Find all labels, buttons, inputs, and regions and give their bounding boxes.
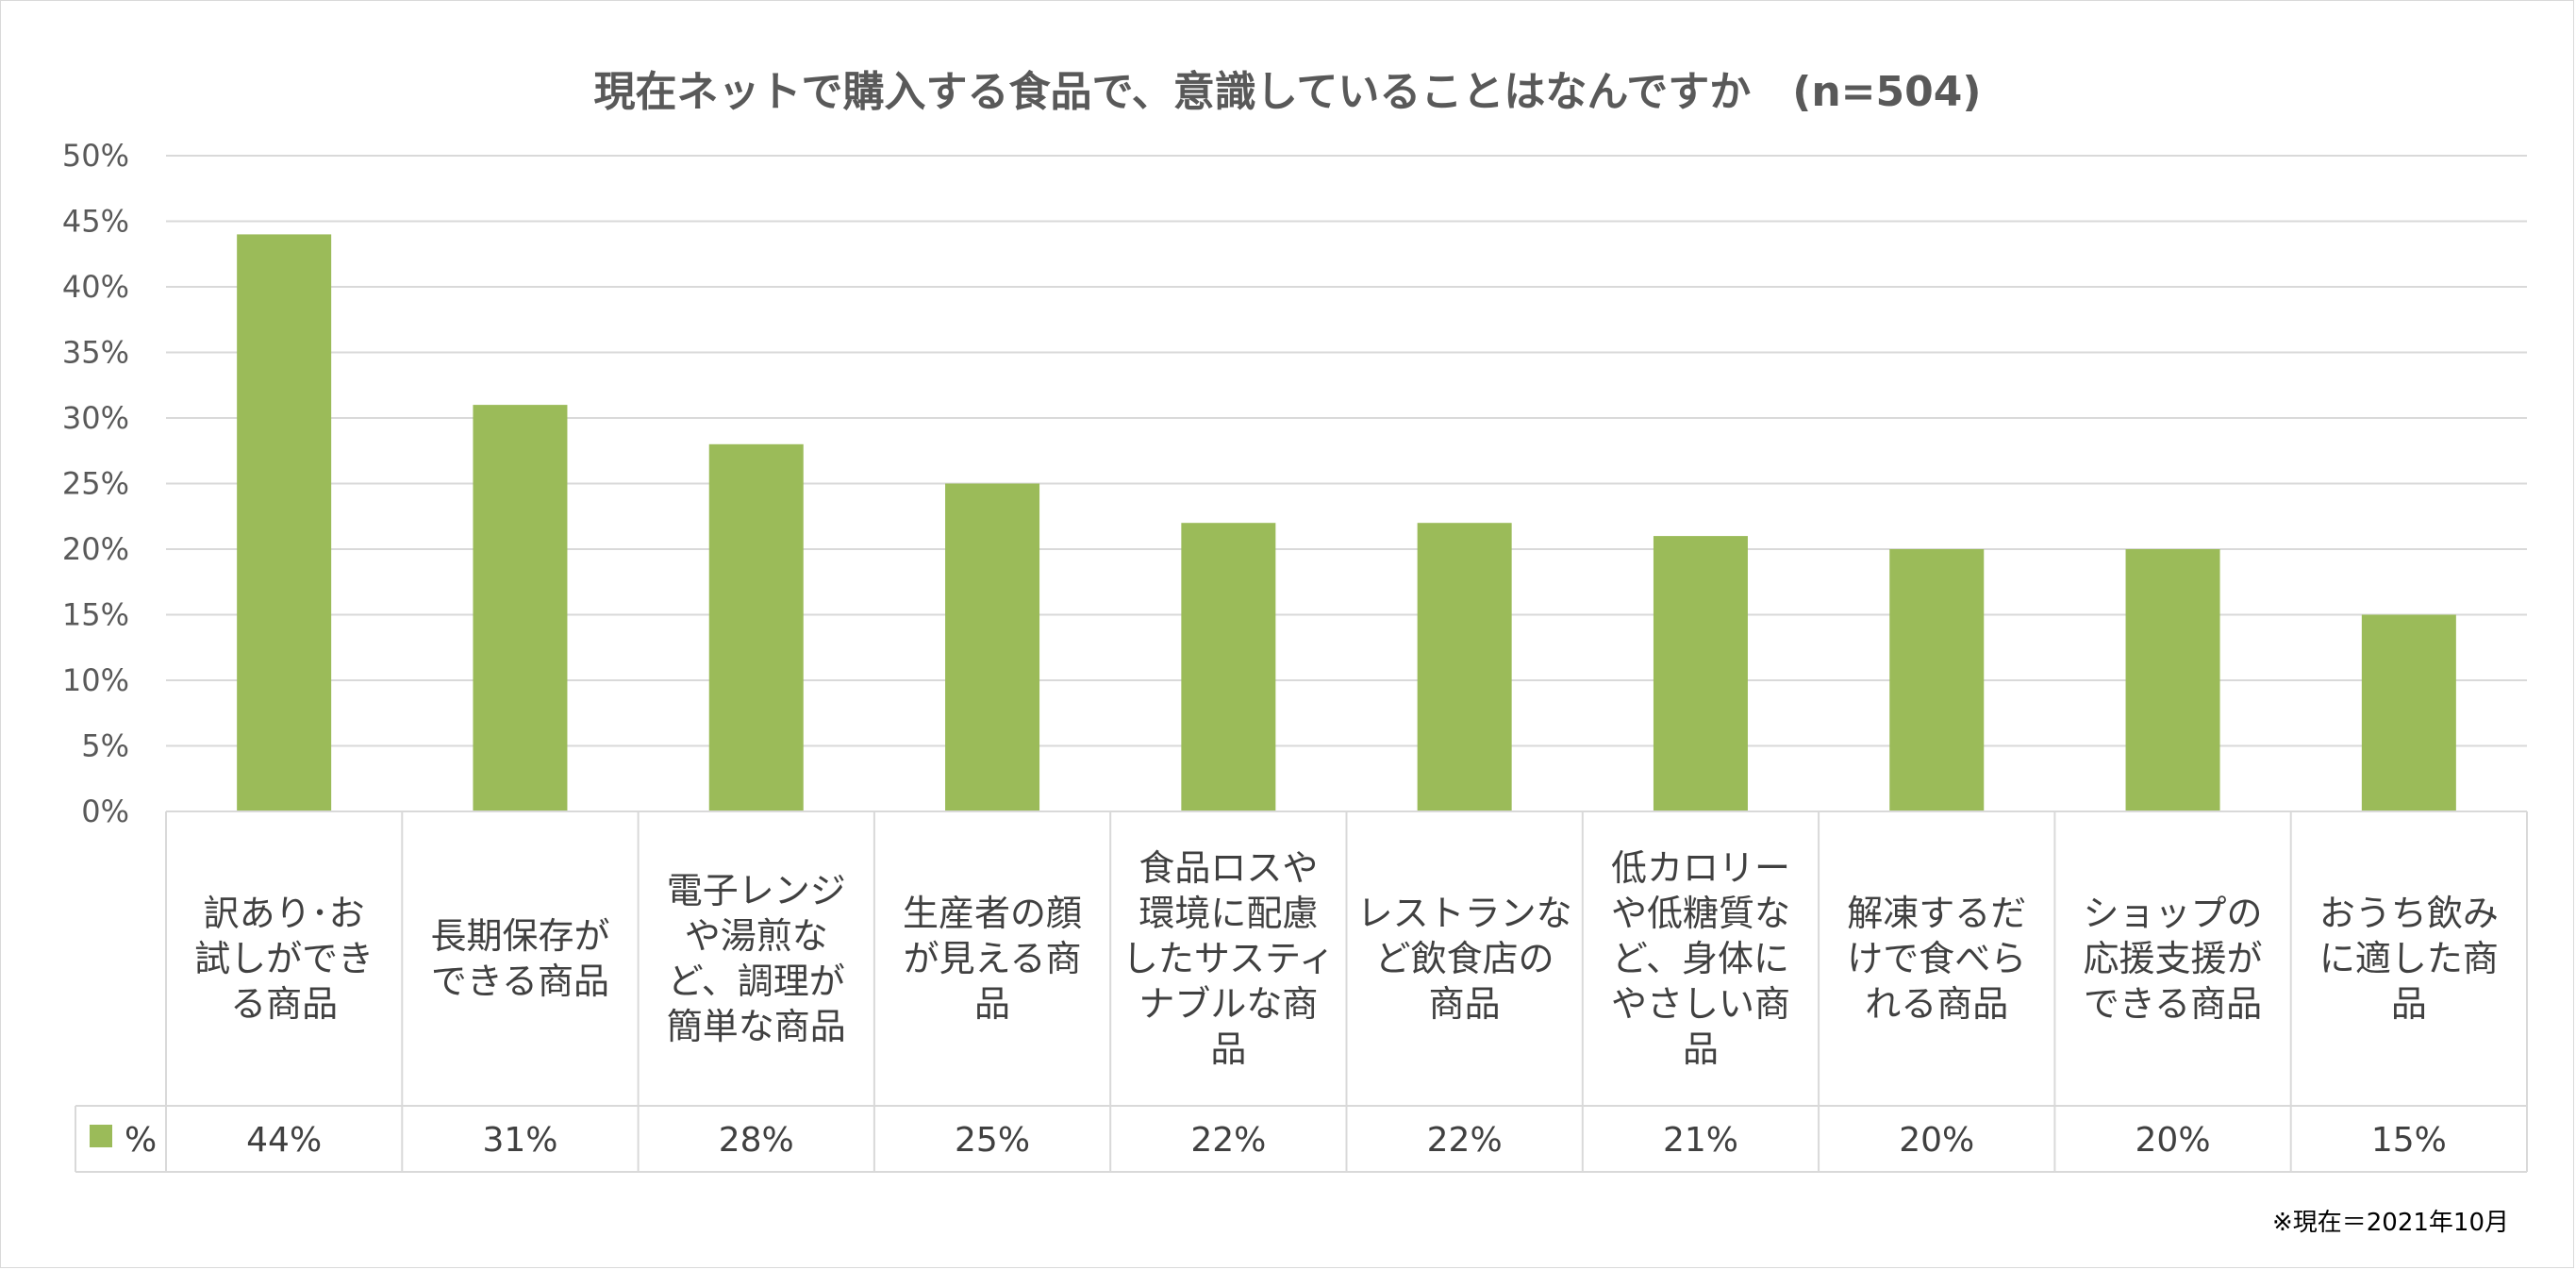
category-label-line: 簡単な商品 <box>667 1006 846 1047</box>
category-label-line: けで食べら <box>1847 938 2026 979</box>
category-label-line: 訳あり･お <box>204 893 365 934</box>
category-label-line: る商品 <box>230 983 338 1025</box>
category-label-line: 電子レンジ <box>667 870 846 911</box>
value-label: 20% <box>2136 1121 2211 1160</box>
category-label-line: 品 <box>2391 983 2427 1025</box>
category-label-line: 商品 <box>1429 983 1501 1025</box>
category-label: ショップの応援支援ができる商品 <box>2084 893 2263 1025</box>
category-label-line: ナブルな商 <box>1138 983 1318 1025</box>
category-label: 低カロリーや低糖質など、身体にやさしい商品 <box>1611 847 1790 1070</box>
bar <box>1181 523 1276 811</box>
category-label: 電子レンジや湯煎など、調理が簡単な商品 <box>667 870 846 1047</box>
bar <box>708 443 804 811</box>
category-label: 解凍するだけで食べられる商品 <box>1847 893 2026 1025</box>
category-label-line: れる商品 <box>1865 983 2008 1025</box>
chart-title: 現在ネットで購入する食品で、意識していることはなんですか (n=504) <box>594 68 1982 116</box>
category-label-line: や湯煎な <box>685 915 828 957</box>
category-label-line: 長期保存が <box>430 915 609 957</box>
category-label-line: できる商品 <box>2084 983 2262 1025</box>
bar <box>1653 536 1748 811</box>
category-label: 訳あり･お試しができる商品 <box>194 893 374 1025</box>
value-label: 44% <box>246 1121 322 1160</box>
category-label: 長期保存ができる商品 <box>430 915 609 1002</box>
y-axis-ticks: 0% 5% 10% 15% 20% 25% 30% 35% 40% 45% 50% <box>62 138 129 829</box>
value-label: 25% <box>955 1121 1030 1160</box>
bar <box>945 483 1040 811</box>
footnote: ※現在＝2021年10月 <box>2272 1209 2509 1237</box>
category-label-line: が見える商 <box>904 938 1082 979</box>
bar <box>1417 523 1512 811</box>
category-label-line: に適した商 <box>2319 938 2499 979</box>
category-label-line: 品 <box>1683 1028 1719 1070</box>
bar <box>1889 549 1985 811</box>
value-label: 31% <box>482 1121 557 1160</box>
value-label: 21% <box>1663 1121 1738 1160</box>
data-table: 訳あり･お試しができる商品長期保存ができる商品電子レンジや湯煎など、調理が簡単な… <box>75 810 2528 1173</box>
y-tick-label: 10% <box>62 662 129 698</box>
value-label: 22% <box>1427 1121 1503 1160</box>
category-label-line: ど飲食店の <box>1375 938 1554 979</box>
category-label: 生産者の顔が見える商品 <box>903 893 1082 1025</box>
y-tick-label: 30% <box>62 400 129 436</box>
value-label: 22% <box>1190 1121 1266 1160</box>
bar <box>237 234 332 811</box>
legend-label: % <box>125 1121 157 1160</box>
bar <box>2361 614 2456 811</box>
category-label-line: したサスティ <box>1122 938 1335 979</box>
category-label-line: おうち飲み <box>2319 893 2499 934</box>
category-label-line: ショップの <box>2084 893 2263 934</box>
category-label-line: 試しができ <box>194 938 374 979</box>
category-label-line: ど、身体に <box>1612 938 1789 979</box>
y-tick-label: 50% <box>62 138 129 174</box>
bar <box>473 405 568 811</box>
y-tick-label: 25% <box>62 466 129 502</box>
bars <box>237 234 2456 811</box>
value-label: 28% <box>719 1121 794 1160</box>
category-label-line: 低カロリー <box>1611 847 1790 889</box>
value-label: 15% <box>2371 1121 2447 1160</box>
category-label: 食品ロスや環境に配慮したサスティナブルな商品 <box>1122 847 1335 1070</box>
y-tick-label: 35% <box>62 335 129 371</box>
category-label-line: ど、調理が <box>668 961 845 1002</box>
category-label-line: レストランな <box>1357 893 1572 934</box>
category-label-line: 解凍するだ <box>1847 893 2026 934</box>
y-tick-label: 20% <box>62 531 129 567</box>
category-label-line: やさしい商 <box>1611 983 1790 1025</box>
category-label-line: 環境に配慮 <box>1138 893 1318 934</box>
y-tick-label: 45% <box>62 204 129 240</box>
y-tick-label: 40% <box>62 269 129 305</box>
value-label: 20% <box>1899 1121 1974 1160</box>
category-label-line: 生産者の顔 <box>903 893 1082 934</box>
category-label-line: 品 <box>974 983 1010 1025</box>
category-label-line: 食品ロスや <box>1138 847 1318 889</box>
legend-swatch <box>90 1125 112 1147</box>
category-label: レストランなど飲食店の商品 <box>1357 893 1572 1025</box>
bar <box>2125 549 2220 811</box>
y-tick-label: 15% <box>62 597 129 633</box>
category-label-line: 応援支援が <box>2084 938 2263 979</box>
category-label-line: できる商品 <box>431 961 609 1002</box>
y-tick-label: 0% <box>81 794 129 829</box>
category-label-line: や低糖質な <box>1611 893 1790 934</box>
category-label-line: 品 <box>1210 1028 1246 1070</box>
category-label: おうち飲みに適した商品 <box>2319 893 2499 1025</box>
y-tick-label: 5% <box>81 728 129 764</box>
